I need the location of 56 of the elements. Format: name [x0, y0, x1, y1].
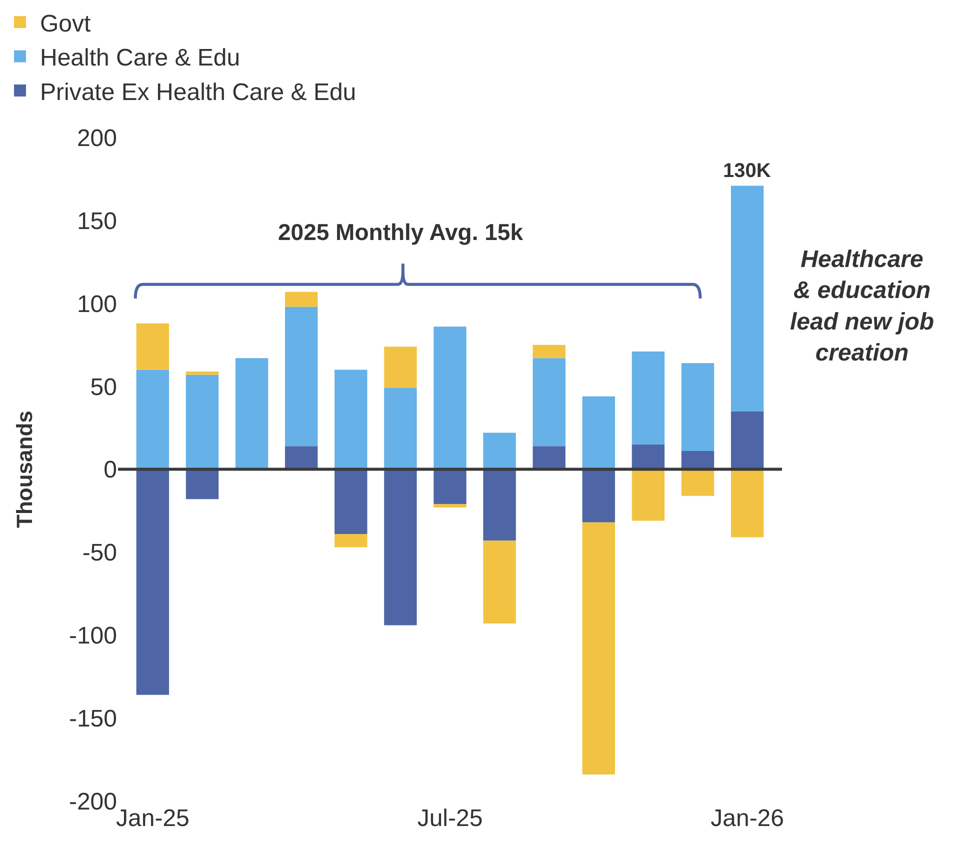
bar: [632, 444, 665, 470]
bar: [384, 346, 417, 388]
bar: [532, 358, 566, 446]
bar: [136, 469, 170, 695]
x-tick-label: Jan-25: [116, 805, 190, 832]
bar: [384, 469, 417, 626]
bar: [582, 396, 616, 470]
y-tick-label: -200: [68, 788, 117, 816]
y-tick-label: -150: [68, 705, 117, 732]
bar: [582, 469, 616, 522]
bar: [136, 370, 170, 470]
bar: [483, 540, 516, 624]
legend-label: Health Care & Edu: [40, 44, 240, 72]
bar: [532, 446, 566, 470]
y-tick-label: -50: [82, 540, 117, 567]
bar: [434, 469, 466, 504]
bar: [186, 469, 219, 500]
bar: [284, 292, 318, 307]
annotation: 130K: [723, 160, 772, 182]
bar: [334, 534, 368, 548]
bar: [186, 374, 219, 470]
bar: [186, 371, 219, 375]
legend-label: Govt: [40, 10, 92, 38]
text: Healthcare & education lead new job creation: [790, 246, 934, 367]
bar: [235, 358, 268, 470]
y-tick-label: 100: [76, 290, 117, 318]
bar: [434, 326, 466, 470]
bar: [483, 432, 516, 470]
y-tick-label: 0: [104, 456, 117, 484]
bar: [632, 352, 665, 444]
bar: [284, 446, 318, 470]
bar: [582, 522, 616, 774]
bar: [483, 469, 516, 541]
bar: [434, 504, 466, 508]
legend-label: Private Ex Health Care & Edu: [40, 78, 356, 106]
x-tick-label: Jul-25: [417, 805, 483, 832]
bar: [632, 469, 665, 521]
y-tick-label: 200: [76, 125, 117, 152]
bar: [681, 469, 714, 496]
bar: [730, 469, 764, 538]
bar: [681, 451, 714, 470]
y-tick-label: 150: [76, 208, 117, 235]
y-axis-title: Thousands: [12, 410, 37, 528]
bar: [284, 306, 318, 446]
bar: [681, 363, 714, 452]
x-tick-label: Jan-26: [710, 805, 784, 832]
bar: [136, 323, 170, 370]
annotation: 2025 Monthly Avg. 15k: [278, 219, 524, 245]
bar: [384, 388, 417, 470]
bar: [532, 344, 566, 358]
bar: [334, 370, 368, 470]
y-tick-label: -100: [68, 622, 117, 650]
bar: [730, 411, 764, 470]
bar: [730, 186, 764, 412]
y-tick-label: 50: [90, 374, 117, 401]
bar: [334, 469, 368, 534]
